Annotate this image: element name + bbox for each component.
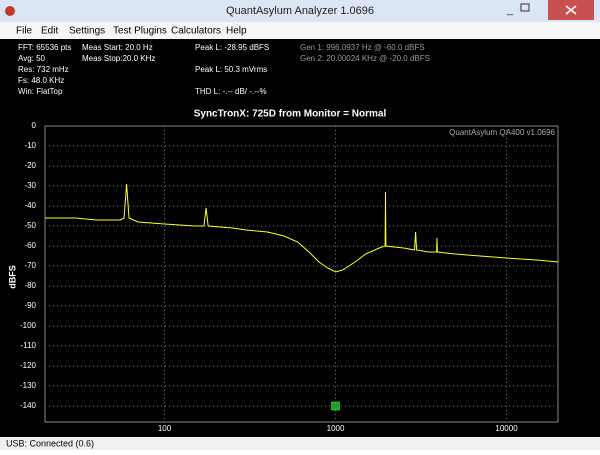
menu-item[interactable]: Edit bbox=[41, 26, 58, 37]
y-tick-label: 0 bbox=[32, 121, 37, 130]
y-tick-label: -80 bbox=[24, 281, 36, 290]
y-tick-label: -110 bbox=[21, 341, 37, 350]
y-tick-label: -30 bbox=[24, 181, 36, 190]
info-text: Meas Stop:20.0 KHz bbox=[82, 54, 155, 63]
y-tick-label: -120 bbox=[20, 361, 37, 370]
menu-item[interactable]: File bbox=[16, 26, 33, 37]
watermark: QuantAsylum QA400 v1.0696 bbox=[449, 128, 555, 137]
plot-area bbox=[44, 125, 559, 423]
x-tick-label: 1000 bbox=[327, 424, 345, 433]
generator-text: Gen 2: 20.00024 KHz @ -20.0 dBFS bbox=[300, 54, 430, 63]
status-text: USB: Connected (0.6) bbox=[6, 438, 94, 448]
x-tick-label: 10000 bbox=[495, 424, 518, 433]
app-icon bbox=[5, 6, 15, 16]
y-axis-label: dBFS bbox=[7, 265, 17, 289]
menu-item[interactable]: Calculators bbox=[171, 26, 221, 37]
info-text: FFT: 65536 pts bbox=[18, 43, 71, 52]
info-text: Peak L: -28.95 dBFS bbox=[195, 43, 269, 52]
y-tick-label: -100 bbox=[20, 321, 37, 330]
menu-item[interactable]: Help bbox=[226, 26, 247, 37]
status-bar bbox=[0, 437, 600, 450]
menu-item[interactable]: Settings bbox=[69, 26, 105, 37]
info-text: Avg: 50 bbox=[18, 54, 46, 63]
y-tick-label: -140 bbox=[20, 401, 37, 410]
info-text: Res: 732 mHz bbox=[18, 65, 69, 74]
y-tick-label: -70 bbox=[24, 261, 36, 270]
spectrum-line bbox=[45, 183, 559, 273]
title-bar bbox=[0, 0, 600, 22]
maximize-button[interactable] bbox=[520, 3, 530, 12]
minimize-button[interactable]: _ bbox=[506, 4, 514, 16]
generator-marker bbox=[331, 401, 340, 411]
info-text: Fs: 48.0 KHz bbox=[18, 76, 64, 85]
chart-title: SyncTronX: 725D from Monitor = Normal bbox=[194, 109, 387, 120]
info-text: Meas Start: 20.0 Hz bbox=[82, 43, 153, 52]
y-tick-label: -40 bbox=[24, 201, 36, 210]
y-tick-label: -50 bbox=[24, 221, 36, 230]
generator-text: Gen 1: 996.0937 Hz @ -60.0 dBFS bbox=[300, 43, 425, 52]
info-text: Peak L: 50.3 mVrms bbox=[195, 65, 267, 74]
y-tick-label: -20 bbox=[24, 161, 36, 170]
menu-item[interactable]: Test Plugins bbox=[113, 26, 167, 37]
x-tick-label: 100 bbox=[158, 424, 172, 433]
info-text: Win: FlatTop bbox=[18, 87, 63, 96]
info-text: THD L: -.-- dB/ -.--% bbox=[195, 87, 267, 96]
window-title: QuantAsylum Analyzer 1.0696 bbox=[226, 5, 374, 17]
y-tick-label: -60 bbox=[24, 241, 36, 250]
y-tick-label: -130 bbox=[20, 381, 37, 390]
y-tick-label: -10 bbox=[24, 141, 36, 150]
close-icon bbox=[565, 5, 577, 15]
menu-bar bbox=[0, 22, 600, 39]
y-tick-label: -90 bbox=[24, 301, 36, 310]
